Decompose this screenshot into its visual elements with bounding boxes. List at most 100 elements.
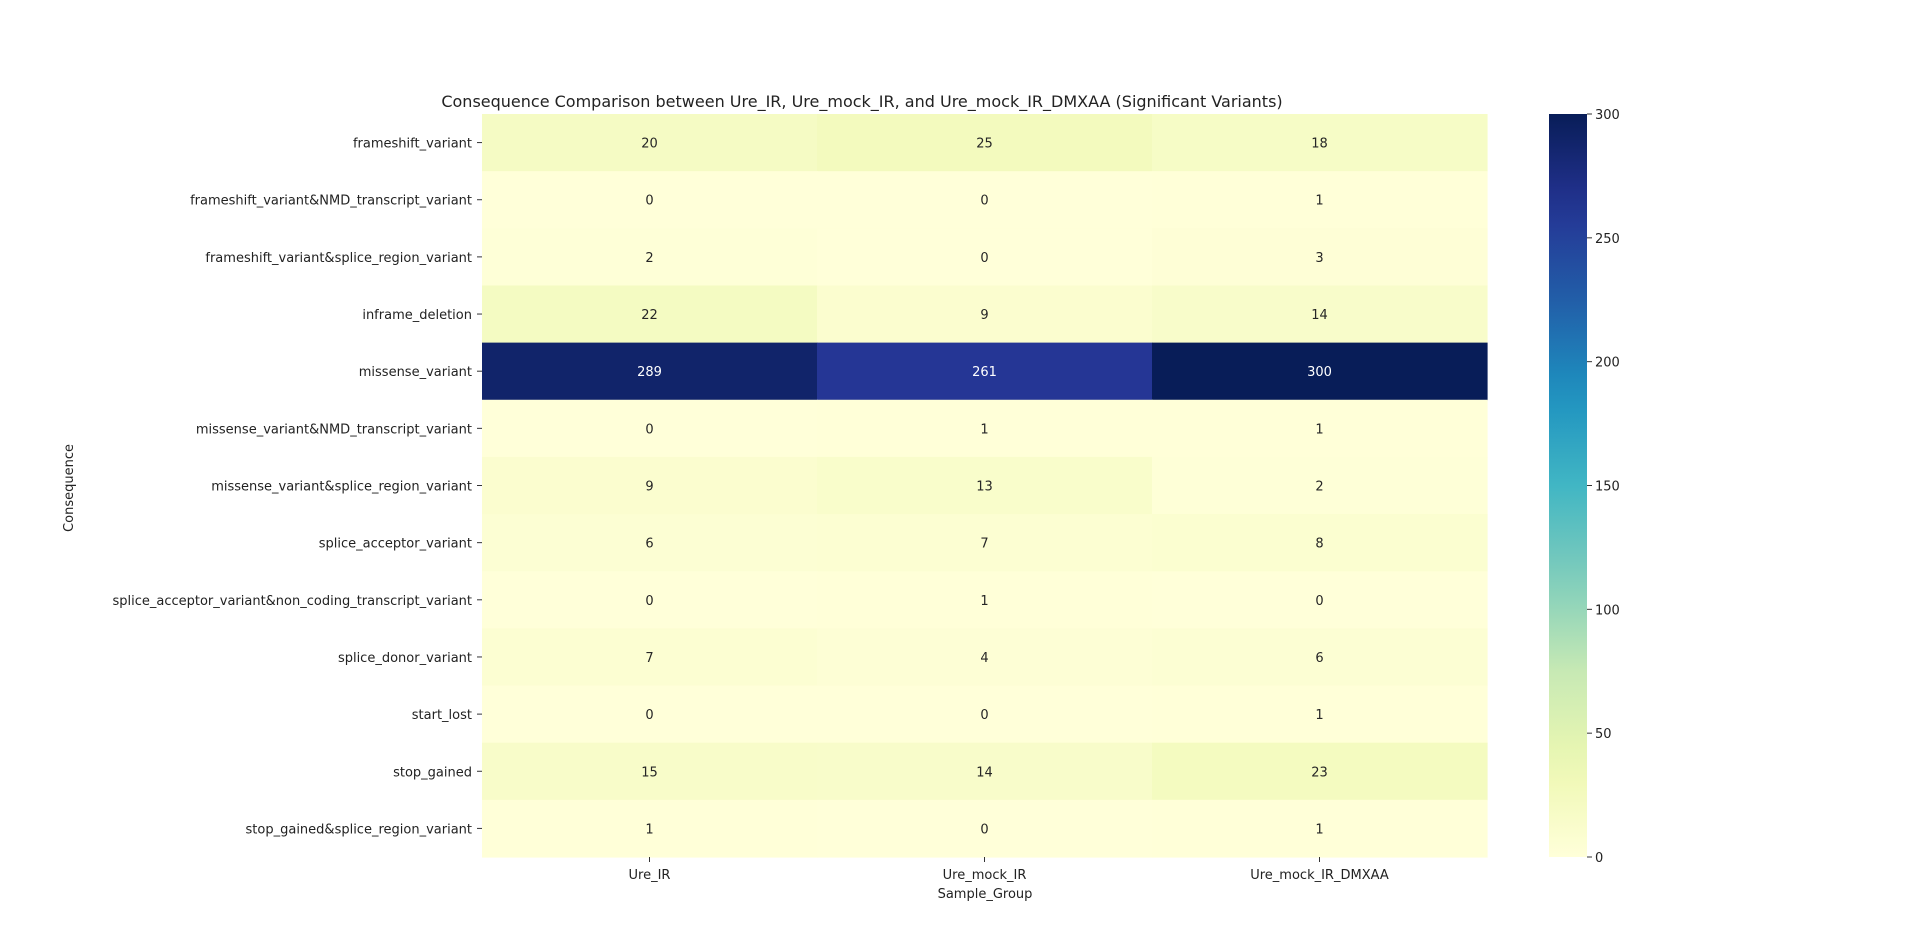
row-label-splice-acceptor-variant-non-coding-transcript-variant: splice_acceptor_variant&non_coding_trans… — [112, 594, 472, 609]
cell-value-label: 300 — [1307, 365, 1332, 380]
heatmap-cell — [817, 742, 1153, 801]
cell-value-label: 0 — [645, 594, 653, 609]
row-label-frameshift-variant-nmd-transcript-variant: frameshift_variant&NMD_transcript_varian… — [190, 194, 472, 209]
cell-value-label: 13 — [976, 480, 993, 495]
heatmap-cell — [482, 342, 818, 401]
column-labels: Ure_IR Ure_mock_IR Ure_mock_IR_DMXAA — [629, 857, 1389, 883]
cell-value-label: 14 — [976, 765, 993, 780]
cell-value-label: 7 — [645, 651, 653, 666]
cell-value-label: 1 — [645, 822, 653, 837]
heatmap-cell — [817, 456, 1153, 515]
row-label-frameshift-variant-splice-region-variant: frameshift_variant&splice_region_variant — [205, 251, 472, 266]
heatmap-cell — [1152, 456, 1488, 515]
heatmap-cell — [817, 685, 1153, 744]
cell-value-label: 23 — [1311, 765, 1328, 780]
heatmap-cell — [482, 114, 818, 172]
heatmap-cell — [482, 228, 818, 287]
colorbar-gradient — [1549, 114, 1587, 857]
heatmap-cell — [482, 742, 818, 801]
row-label-stop-gained-splice-region-variant: stop_gained&splice_region_variant — [246, 822, 472, 837]
row-labels: frameshift_variant frameshift_variant&NMD… — [112, 137, 482, 837]
cell-value-label: 9 — [980, 308, 988, 323]
heatmap-cell — [1152, 228, 1488, 287]
cell-value-label: 0 — [980, 251, 988, 266]
x-axis-label: Sample_Group — [938, 887, 1033, 902]
cell-value-label: 2 — [645, 251, 653, 266]
heatmap-cell — [817, 171, 1153, 229]
heatmap-cell — [482, 799, 818, 858]
heatmap-cell — [1152, 285, 1488, 344]
heatmap-cell — [482, 514, 818, 572]
y-axis-label: Consequence — [62, 444, 77, 532]
heatmap-cell — [817, 571, 1153, 629]
heatmap-cell — [482, 171, 818, 229]
cell-value-label: 0 — [645, 194, 653, 209]
heatmap-cell — [1152, 171, 1488, 229]
heatmap-cell — [1152, 399, 1488, 458]
heatmap-cell — [1152, 571, 1488, 629]
heatmap-cell — [1152, 514, 1488, 572]
heatmap-cell — [1152, 742, 1488, 801]
cell-value-label: 14 — [1311, 308, 1328, 323]
cell-value-label: 1 — [1315, 422, 1323, 437]
row-label-start-lost: start_lost — [412, 708, 472, 723]
heatmap-cell — [1152, 799, 1488, 858]
row-label-stop-gained: stop_gained — [393, 765, 472, 780]
cell-value-label: 289 — [637, 365, 662, 380]
heatmap-cell — [817, 399, 1153, 458]
heatmap-cell — [817, 114, 1153, 172]
cell-value-label: 6 — [1315, 651, 1323, 666]
heatmap-cell — [817, 628, 1153, 687]
heatmap-cell — [1152, 342, 1488, 401]
heatmap-cell — [817, 799, 1153, 858]
colorbar-tick-label: 150 — [1595, 480, 1620, 495]
row-label-missense-variant: missense_variant — [359, 365, 472, 380]
cell-value-label: 1 — [1315, 194, 1323, 209]
cell-value-label: 0 — [1315, 594, 1323, 609]
heatmap-cell — [482, 456, 818, 515]
cell-value-label: 0 — [980, 822, 988, 837]
cell-value-label: 0 — [645, 422, 653, 437]
cell-value-label: 25 — [976, 137, 993, 152]
cell-value-label: 15 — [641, 765, 658, 780]
heatmap-cell — [817, 514, 1153, 572]
cell-value-label: 0 — [645, 708, 653, 723]
cell-value-label: 2 — [1315, 480, 1323, 495]
heatmap-cell — [1152, 114, 1488, 172]
heatmap-cell — [1152, 685, 1488, 744]
cell-value-label: 1 — [1315, 708, 1323, 723]
heatmap-cell — [817, 342, 1153, 401]
cell-value-label: 7 — [980, 537, 988, 552]
cell-value-label: 1 — [1315, 822, 1323, 837]
column-label-ure-mock-ir-dmxaa: Ure_mock_IR_DMXAA — [1250, 868, 1389, 883]
colorbar-tick-label: 0 — [1595, 851, 1603, 866]
cell-value-label: 9 — [645, 480, 653, 495]
cell-value-label: 4 — [980, 651, 988, 666]
cell-value-label: 22 — [641, 308, 658, 323]
colorbar-tick-label: 200 — [1595, 356, 1620, 371]
cell-value-label: 3 — [1315, 251, 1323, 266]
heatmap-cell — [817, 228, 1153, 287]
column-label-ure-ir: Ure_IR — [629, 868, 671, 883]
heatmap-cell — [482, 571, 818, 629]
row-label-missense-variant-nmd-transcript-variant: missense_variant&NMD_transcript_variant — [196, 422, 472, 437]
cell-value-label: 1 — [980, 594, 988, 609]
heatmap-cell — [482, 685, 818, 744]
cell-value-label: 0 — [980, 194, 988, 209]
cell-value-label: 1 — [980, 422, 988, 437]
heatmap-cell — [817, 285, 1153, 344]
colorbar-tick-label: 100 — [1595, 603, 1620, 618]
row-label-splice-donor-variant: splice_donor_variant — [338, 651, 472, 666]
heatmap-cell — [482, 399, 818, 458]
colorbar: 0 50 100 150 200 250 300 — [1549, 108, 1620, 866]
column-label-ure-mock-ir: Ure_mock_IR — [943, 868, 1027, 883]
cell-value-label: 261 — [972, 365, 997, 380]
row-label-missense-variant-splice-region-variant: missense_variant&splice_region_variant — [211, 480, 472, 495]
row-label-splice-acceptor-variant: splice_acceptor_variant — [319, 537, 472, 552]
cell-value-label: 20 — [641, 137, 658, 152]
heatmap-cell — [1152, 628, 1488, 687]
colorbar-tick-label: 50 — [1595, 727, 1612, 742]
colorbar-tick-label: 300 — [1595, 108, 1620, 123]
